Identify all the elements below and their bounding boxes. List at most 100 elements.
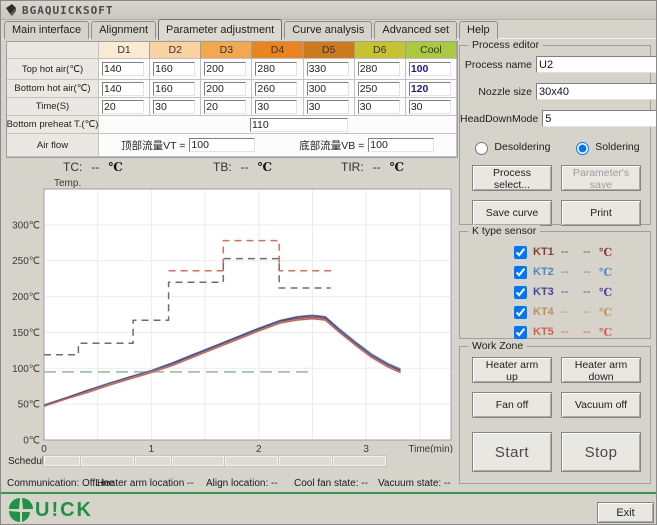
print-button[interactable]: Print — [561, 200, 641, 226]
kt1-checkbox[interactable] — [514, 245, 527, 259]
svg-text:Temp.: Temp. — [54, 179, 81, 189]
status-heater-arm: Heater arm location -- — [97, 478, 194, 489]
tab-alignment[interactable]: Alignment — [91, 21, 157, 39]
tc-label: TC: — [63, 160, 83, 174]
row-label-bottom-preheat: Bottom preheat T.(℃) — [7, 116, 99, 134]
kt2-unit: ℃ — [599, 265, 613, 279]
time-d1-input[interactable] — [102, 99, 144, 114]
top-hot-air-d6-input[interactable] — [357, 62, 400, 76]
app-icon — [6, 4, 16, 16]
top-hot-air-d2-input[interactable] — [153, 62, 196, 76]
vacuum-off-button[interactable]: Vacuum off — [561, 392, 641, 418]
kt5-checkbox[interactable] — [514, 325, 527, 339]
soldering-radio[interactable]: Soldering — [571, 139, 640, 155]
row-label-bottom-hot-air: Bottom hot air(℃) — [7, 80, 99, 98]
work-zone-title: Work Zone — [468, 340, 528, 352]
process-name-input[interactable] — [536, 56, 656, 73]
tc-unit: ℃ — [108, 160, 123, 174]
svg-text:50℃: 50℃ — [18, 400, 40, 411]
kt1-dash: -- — [561, 246, 569, 258]
kt3-row: KT3 -- -- ℃ — [460, 282, 650, 302]
stop-button[interactable]: Stop — [561, 432, 641, 472]
save-curve-button[interactable]: Save curve — [472, 200, 552, 226]
kt2-checkbox[interactable] — [514, 265, 527, 279]
kt3-label: KT3 — [533, 286, 554, 298]
top-hot-air-cool-input[interactable] — [408, 62, 451, 76]
bottom-hot-air-d2-input[interactable] — [153, 81, 196, 96]
bottom-hot-air-d5-input[interactable] — [306, 81, 349, 96]
headdown-mode-label: HeadDownMode — [460, 112, 539, 125]
time-d2-input[interactable] — [153, 99, 196, 114]
temperature-readouts: TC: -- ℃ TB: -- ℃ TIR: -- ℃ — [1, 160, 456, 178]
tir-value: -- — [372, 160, 381, 174]
time-d6-input[interactable] — [357, 99, 400, 114]
process-select-button[interactable]: Process select... — [472, 165, 552, 191]
nozzle-size-label: Nozzle size — [478, 85, 532, 98]
parameter-save-button[interactable]: Parameter's save — [561, 165, 641, 191]
parameter-table: D1 D2 D3 D4 D5 D6 Cool Top hot air(℃) Bo… — [6, 41, 458, 158]
tab-advanced-set[interactable]: Advanced set — [374, 21, 458, 39]
column-header-d3: D3 — [201, 42, 253, 59]
kt3-checkbox[interactable] — [514, 285, 527, 299]
time-d3-input[interactable] — [204, 99, 247, 114]
tab-parameter-adjustment[interactable]: Parameter adjustment — [158, 19, 283, 40]
desoldering-radio-input[interactable] — [475, 142, 489, 155]
headdown-mode-input[interactable] — [542, 110, 656, 127]
bottom-hot-air-d1-input[interactable] — [102, 81, 144, 96]
time-cool-input[interactable] — [408, 99, 451, 114]
kt2-dash: -- — [561, 266, 569, 278]
column-header-d4: D4 — [252, 42, 304, 59]
row-label-time: Time(S) — [7, 98, 99, 116]
top-hot-air-d3-input[interactable] — [204, 62, 247, 76]
tab-help[interactable]: Help — [459, 21, 498, 39]
soldering-label: Soldering — [595, 141, 640, 153]
bottom-flow-label: 底部流量VB = — [299, 139, 365, 152]
schedule-segment — [171, 456, 225, 466]
kt4-row: KT4 -- -- ℃ — [460, 302, 650, 322]
status-cool-fan: Cool fan state: -- — [294, 478, 368, 489]
desoldering-label: Desoldering — [494, 141, 551, 153]
time-d5-input[interactable] — [306, 99, 349, 114]
schedule-segment — [44, 456, 80, 466]
kt5-label: KT5 — [533, 326, 554, 338]
kt2-row: KT2 -- -- ℃ — [460, 262, 650, 282]
bottom-hot-air-d3-input[interactable] — [204, 81, 247, 96]
svg-text:0℃: 0℃ — [23, 436, 40, 447]
nozzle-size-input[interactable] — [536, 83, 656, 100]
kt3-dash: -- — [561, 286, 569, 298]
soldering-radio-input[interactable] — [576, 142, 590, 155]
bottom-hot-air-d4-input[interactable] — [255, 81, 298, 96]
fan-off-button[interactable]: Fan off — [472, 392, 552, 418]
schedule-segment — [225, 456, 279, 466]
kt5-dash: -- — [561, 326, 569, 338]
exit-button[interactable]: Exit — [597, 502, 654, 523]
heater-arm-up-button[interactable]: Heater arm up — [472, 357, 552, 383]
kt4-checkbox[interactable] — [514, 305, 527, 319]
svg-text:250℃: 250℃ — [12, 256, 40, 267]
kt5-unit: ℃ — [599, 325, 613, 339]
bottom-hot-air-cool-input[interactable] — [408, 81, 451, 96]
process-editor-title: Process editor — [468, 39, 544, 51]
status-bar: Communication: OffLine Heater arm locati… — [1, 478, 656, 492]
bottom-preheat-input[interactable] — [250, 117, 348, 132]
desoldering-radio[interactable]: Desoldering — [470, 139, 550, 155]
kt3-value: -- — [583, 286, 591, 298]
start-button[interactable]: Start — [472, 432, 552, 472]
tab-main-interface[interactable]: Main interface — [4, 21, 90, 39]
top-flow-label: 顶部流量VT = — [121, 139, 186, 152]
column-header-d5: D5 — [303, 42, 355, 59]
bottom-flow-input[interactable] — [368, 138, 435, 152]
window-title: BGAQUICKSOFT — [22, 3, 114, 17]
time-d4-input[interactable] — [255, 99, 298, 114]
top-hot-air-d1-input[interactable] — [102, 62, 144, 76]
tab-curve-analysis[interactable]: Curve analysis — [284, 21, 373, 39]
kt1-label: KT1 — [533, 246, 554, 258]
kt1-value: -- — [583, 246, 591, 258]
schedule-label: Schedule — [8, 456, 50, 467]
heater-arm-down-button[interactable]: Heater arm down — [561, 357, 641, 383]
kt5-row: KT5 -- -- ℃ — [460, 322, 650, 342]
top-hot-air-d5-input[interactable] — [306, 62, 349, 76]
top-flow-input[interactable] — [189, 138, 256, 152]
top-hot-air-d4-input[interactable] — [255, 62, 298, 76]
bottom-hot-air-d6-input[interactable] — [357, 81, 400, 96]
